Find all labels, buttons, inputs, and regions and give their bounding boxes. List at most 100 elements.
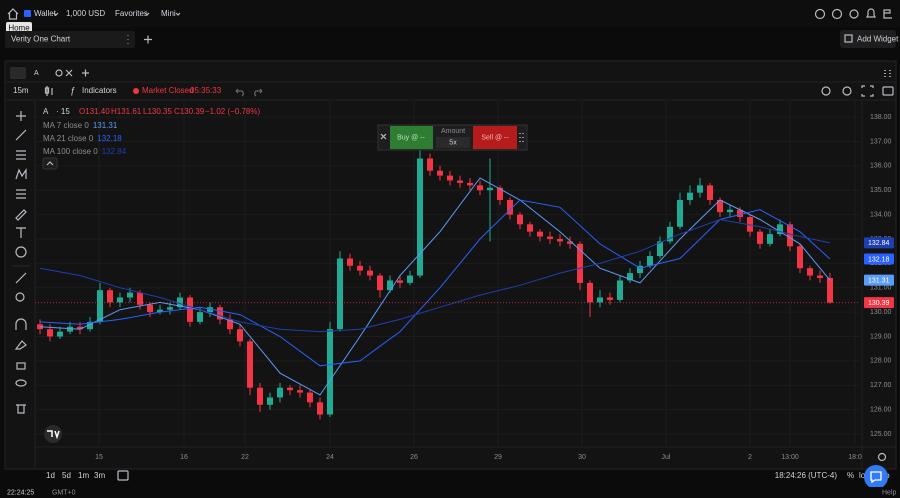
add-chart[interactable] (82, 69, 89, 77)
y-tick-label: 131.00 (870, 285, 892, 292)
candle-body (727, 209, 733, 213)
market-status: Market Closed (142, 86, 194, 95)
redo[interactable] (254, 88, 263, 97)
home-icon[interactable] (7, 8, 19, 20)
tab-close[interactable] (65, 69, 73, 77)
mini[interactable]: Mini (161, 9, 176, 18)
timeframe: · 15 (56, 107, 70, 116)
y-tick-label: 138.00 (870, 114, 892, 121)
history-icon[interactable] (831, 8, 843, 20)
tab-icon[interactable] (55, 69, 63, 77)
y-tick-label: 125.00 (870, 431, 892, 438)
hide-tool[interactable] (15, 379, 27, 387)
plot (35, 100, 860, 445)
price-badge (864, 237, 894, 249)
candle-body (737, 209, 743, 218)
indicators[interactable]: Indicators (82, 86, 117, 95)
add-widget-button[interactable] (840, 30, 896, 48)
status-time: 22:24:25 (7, 489, 34, 496)
candle-body (827, 277, 833, 303)
y-tick-label: 127.00 (870, 382, 892, 389)
y-tick-label: 128.00 (870, 358, 892, 365)
price-badge-label: 131.31 (868, 278, 890, 285)
fullscreen-icon[interactable] (861, 85, 874, 97)
range-button[interactable]: 1m (78, 471, 89, 480)
magnet-tool[interactable] (15, 318, 27, 330)
settings-icon[interactable] (849, 9, 859, 19)
candle-body (397, 280, 403, 283)
candle-body (687, 192, 693, 200)
brush-tool[interactable] (15, 209, 27, 221)
candle-body (797, 246, 803, 269)
add-tab[interactable] (144, 35, 152, 44)
price-badge (864, 297, 894, 309)
help[interactable]: Help (882, 489, 897, 496)
widget-grip[interactable] (519, 133, 524, 142)
logo[interactable] (44, 425, 62, 443)
tab[interactable] (5, 31, 135, 48)
symbol: A (43, 107, 49, 116)
date-picker[interactable] (117, 470, 129, 481)
trend-line-tool[interactable] (15, 129, 27, 141)
x-tick-label: 30 (578, 454, 586, 461)
candle-body (337, 258, 343, 330)
candle-body (147, 304, 153, 313)
candle-body (237, 329, 243, 342)
stay-draw-tool[interactable] (14, 340, 27, 350)
settings-icon[interactable] (842, 86, 852, 96)
legend: MA 7 close 0 131.31 MA 21 close 0 132.18 MA … (43, 121, 127, 156)
info-icon[interactable] (814, 8, 826, 20)
candle-body (277, 387, 283, 398)
replay-icon[interactable] (821, 86, 831, 96)
undo[interactable] (235, 88, 244, 97)
crosshair-tool[interactable] (16, 111, 26, 121)
legend-value: 131.31 (93, 121, 118, 130)
text-tool[interactable] (16, 227, 26, 238)
x-tick-label: 2 (748, 454, 752, 461)
screenshot-icon[interactable] (882, 86, 894, 96)
candle-body (417, 158, 423, 276)
lock-tool[interactable] (16, 362, 26, 370)
candle-body (467, 182, 473, 186)
legend-name: MA 7 close 0 (43, 121, 89, 130)
range-button[interactable]: 5d (62, 471, 71, 480)
logo-mark (47, 430, 60, 440)
ruler-tool[interactable] (15, 272, 27, 284)
chevron (144, 12, 150, 16)
pattern-tool[interactable] (15, 168, 27, 180)
chevron (53, 12, 59, 16)
candle-body (87, 321, 93, 330)
buy-button[interactable] (390, 126, 433, 149)
candle-body (747, 217, 753, 232)
amount-input[interactable] (436, 137, 470, 148)
sell-button[interactable] (473, 126, 517, 149)
chart-tab[interactable] (10, 67, 26, 79)
status-dot (133, 88, 139, 94)
delete-tool[interactable] (16, 404, 26, 414)
zoom-tool[interactable] (15, 292, 25, 302)
grip[interactable] (884, 70, 891, 77)
favorites[interactable]: Favorites (115, 9, 148, 18)
fib-tool[interactable] (16, 150, 26, 160)
chevron-up (46, 161, 54, 166)
bell-icon[interactable] (866, 8, 876, 18)
range-button[interactable]: 1d (46, 471, 55, 480)
collapse-legend[interactable] (42, 157, 58, 170)
drawing-toolbar (12, 111, 30, 414)
candle-body (497, 187, 503, 200)
account-icon[interactable] (883, 9, 892, 19)
axis-settings[interactable] (877, 452, 887, 462)
chart-type-icon[interactable] (44, 86, 53, 96)
range-button[interactable]: 3m (94, 471, 105, 480)
add-widget: Add Widget (857, 35, 899, 44)
candle-body (777, 224, 783, 235)
projection-tool[interactable] (16, 189, 26, 199)
interval[interactable]: 15m (13, 86, 29, 95)
emoji-tool[interactable] (15, 246, 27, 258)
chat-button[interactable] (864, 465, 888, 489)
top-bar (0, 0, 900, 27)
close-widget[interactable] (380, 133, 387, 140)
wallet[interactable]: Wallet (34, 9, 57, 18)
percent-toggle[interactable]: % (847, 471, 854, 480)
